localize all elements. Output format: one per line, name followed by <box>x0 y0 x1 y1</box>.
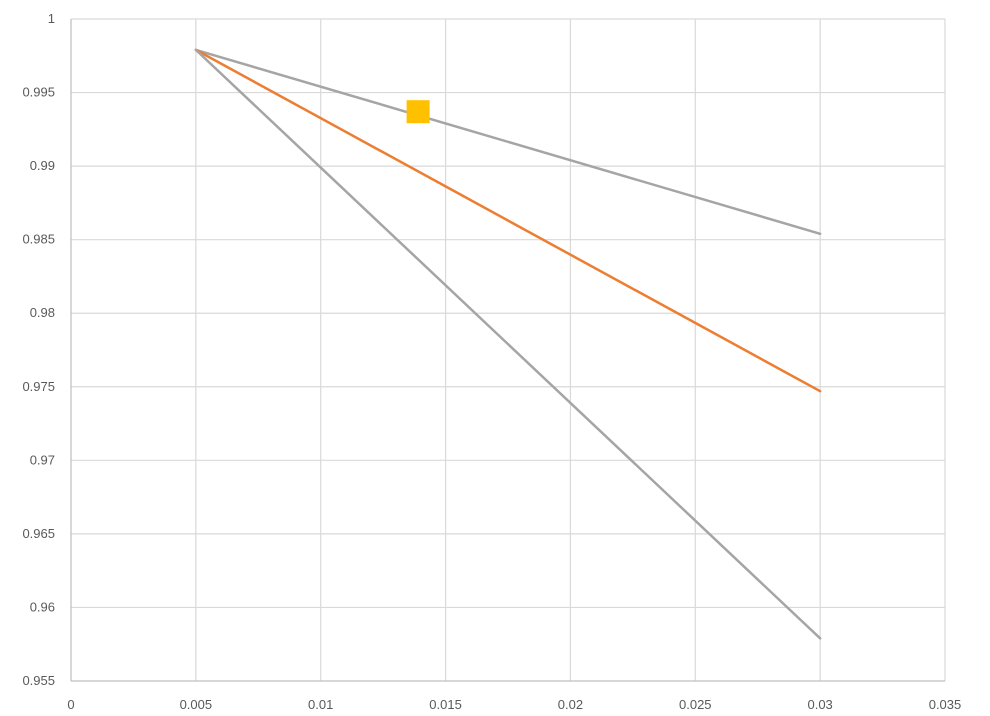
axes <box>70 19 945 682</box>
y-tick-label: 0.98 <box>30 305 55 320</box>
x-tick-label: 0.025 <box>679 697 712 712</box>
y-tick-label: 0.99 <box>30 158 55 173</box>
series-line-3 <box>194 48 822 640</box>
data-point-marker <box>406 100 430 124</box>
y-tick-label: 0.955 <box>22 673 55 688</box>
x-tick-label: 0.005 <box>180 697 213 712</box>
y-tick-label: 0.975 <box>22 379 55 394</box>
x-tick-label: 0.015 <box>429 697 462 712</box>
x-tick-label: 0.03 <box>807 697 832 712</box>
x-tick-label: 0.035 <box>929 697 962 712</box>
y-tick-label: 0.965 <box>22 526 55 541</box>
x-tick-label: 0 <box>67 697 74 712</box>
series-line-2 <box>194 48 822 393</box>
series-line-1 <box>194 48 822 236</box>
y-tick-label: 0.985 <box>22 232 55 247</box>
y-tick-label: 0.97 <box>30 452 55 467</box>
y-tick-label: 0.96 <box>30 599 55 614</box>
y-tick-label: 1 <box>48 11 55 26</box>
gridlines <box>71 18 946 681</box>
x-tick-label: 0.02 <box>558 697 583 712</box>
y-axis-tick-labels: 0.955 0.96 0.965 0.97 0.975 0.98 0.985 0.99 0.99… <box>22 11 55 688</box>
y-tick-label: 0.995 <box>22 85 55 100</box>
x-axis-tick-labels: 0 0.005 0.01 0.015 0.02 0.025 0.03 0.035 <box>67 697 961 712</box>
series-group <box>194 48 822 640</box>
x-tick-label: 0.01 <box>308 697 333 712</box>
